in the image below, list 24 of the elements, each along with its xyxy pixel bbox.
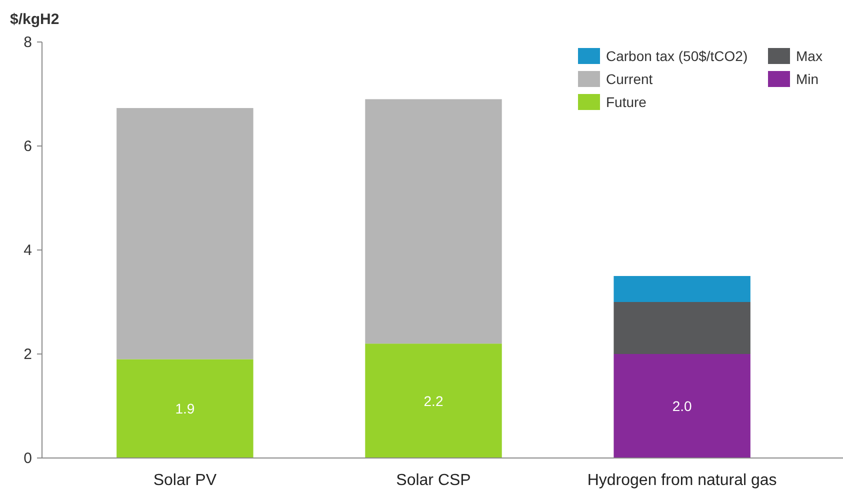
legend-label: Max — [796, 48, 822, 64]
bar — [116, 359, 254, 458]
legend-label: Current — [606, 71, 653, 87]
legend-label: Min — [796, 71, 819, 87]
bar — [614, 354, 750, 458]
x-tick-label: Solar CSP — [396, 472, 471, 489]
bar — [116, 108, 254, 360]
y-tick-label: 2 — [24, 346, 32, 363]
data-label: 2.2 — [424, 392, 444, 409]
legend-label: Future — [606, 94, 647, 110]
data-label: 2.0 — [672, 398, 692, 414]
bar — [365, 99, 502, 344]
bar — [614, 302, 750, 354]
y-tick-label: 8 — [24, 34, 32, 51]
x-tick-label: Hydrogen from natural gas — [587, 472, 777, 489]
y-tick-label: 6 — [24, 138, 32, 155]
bar — [614, 276, 750, 302]
x-tick-label: Solar PV — [153, 472, 217, 489]
legend-label: Carbon tax (50$/tCO2) — [606, 48, 748, 64]
y-tick-label: 0 — [24, 450, 32, 467]
data-label: 1.9 — [175, 400, 195, 417]
bar — [365, 344, 502, 458]
y-axis-title: $/kgH2 — [10, 11, 60, 28]
y-tick-label: 4 — [24, 242, 32, 259]
